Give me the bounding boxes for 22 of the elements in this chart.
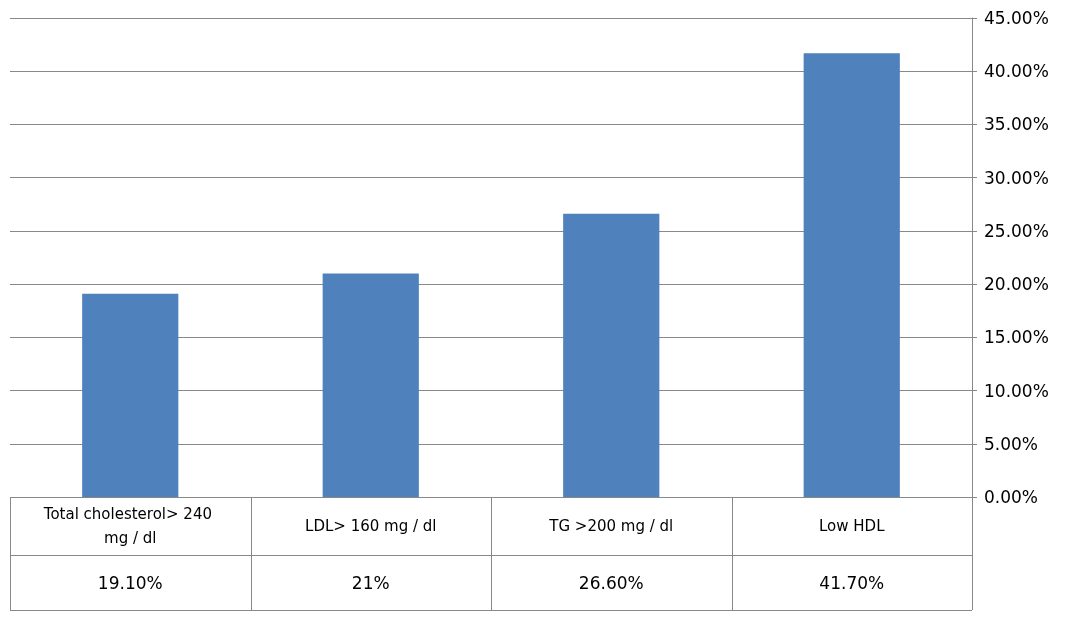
data-label: 41.70% bbox=[819, 572, 885, 593]
bar bbox=[563, 213, 660, 497]
x-tick-label: LDL> 160 mg / dl bbox=[305, 517, 437, 535]
y-tick-label: 20.00% bbox=[984, 274, 1049, 295]
x-tick-label: TG >200 mg / dl bbox=[548, 517, 674, 535]
y-tick-label: 35.00% bbox=[984, 114, 1049, 135]
y-tick-label: 25.00% bbox=[984, 220, 1049, 241]
y-tick-label: 40.00% bbox=[984, 61, 1049, 82]
bar bbox=[803, 53, 900, 497]
x-tick-label: Low HDL bbox=[819, 517, 886, 535]
y-tick-label: 30.00% bbox=[984, 167, 1049, 188]
data-label: 21% bbox=[351, 572, 390, 593]
y-tick-label: 45.00% bbox=[984, 8, 1049, 28]
y-tick-label: 0.00% bbox=[984, 487, 1039, 507]
y-tick-label: 10.00% bbox=[984, 380, 1049, 401]
data-label: 19.10% bbox=[97, 572, 163, 593]
bar bbox=[322, 273, 419, 497]
x-tick-label: Total cholesterol> 240 mg / dl bbox=[42, 505, 217, 547]
y-tick-label: 5.00% bbox=[984, 433, 1039, 454]
bar bbox=[82, 293, 179, 497]
y-tick-label: 15.00% bbox=[984, 327, 1049, 348]
data-label: 26.60% bbox=[578, 572, 644, 593]
